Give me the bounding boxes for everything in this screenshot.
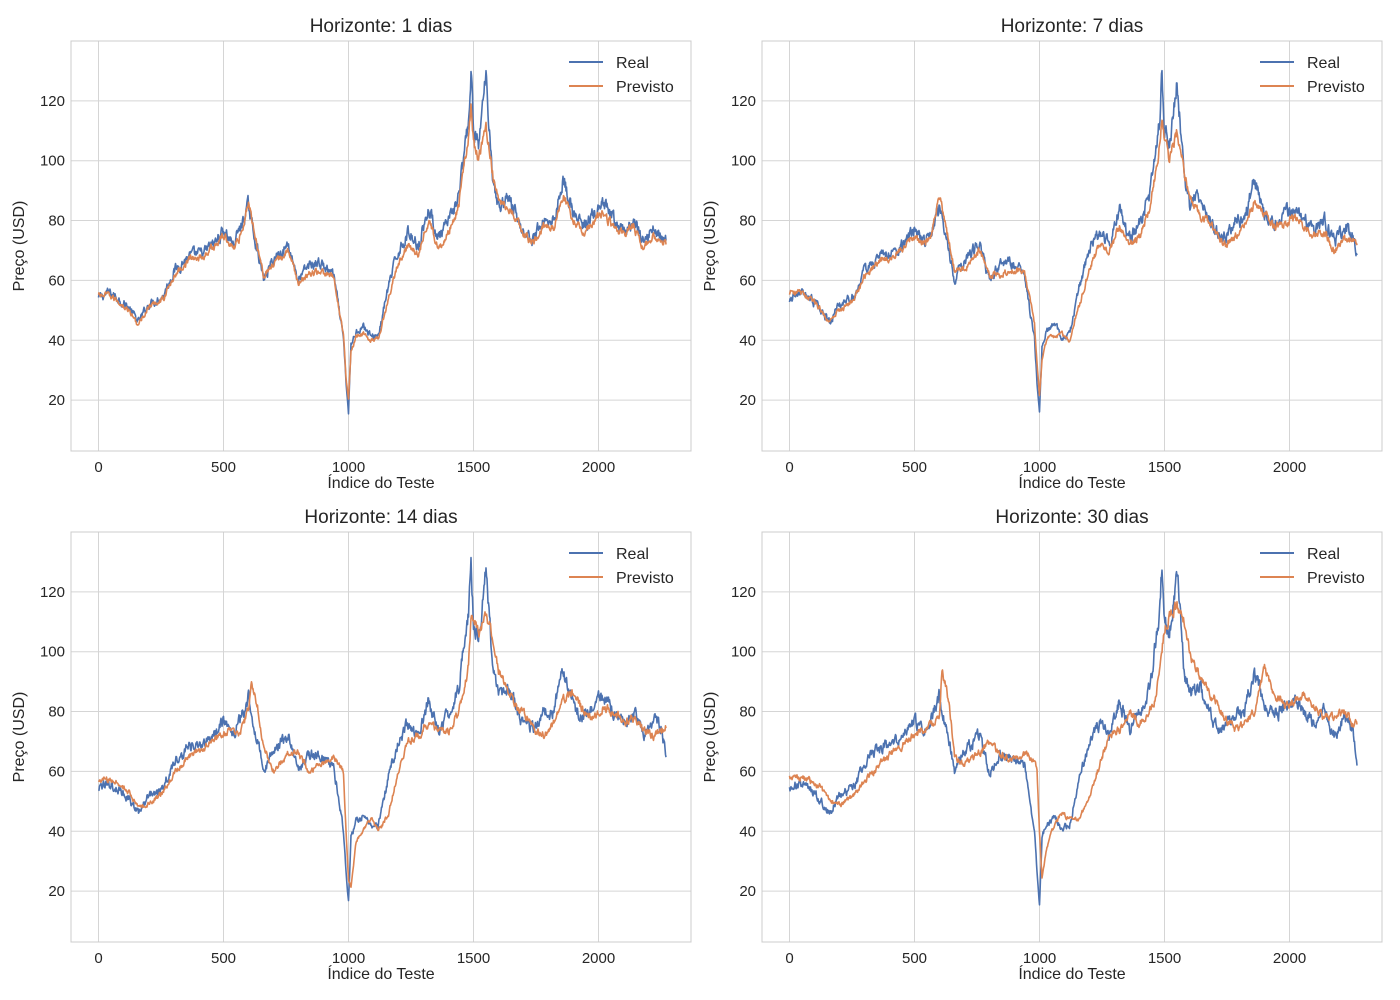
plot-frame	[761, 40, 1383, 452]
y-tick-label: 20	[48, 883, 65, 900]
chart-title: Horizonte: 30 dias	[995, 507, 1148, 528]
x-tick-label: 500	[902, 459, 927, 476]
plot-frame	[761, 531, 1383, 943]
y-tick-label: 40	[739, 823, 756, 840]
x-tick-label: 2000	[1273, 950, 1306, 967]
y-tick-label: 60	[48, 763, 65, 780]
x-tick-label: 1000	[332, 950, 365, 967]
series-line-previsto	[788, 119, 1358, 397]
series-line-real	[97, 69, 667, 415]
y-tick-label: 40	[48, 332, 65, 349]
x-axis-label: Índice do Teste	[327, 473, 434, 492]
x-tick-label: 500	[211, 459, 236, 476]
legend-label: Real	[616, 546, 649, 563]
y-tick-label: 40	[48, 823, 65, 840]
legend-label: Previsto	[1307, 570, 1365, 587]
legend-label: Real	[1307, 55, 1340, 72]
y-axis-label: Preço (USD)	[702, 201, 719, 292]
y-tick-label: 100	[731, 644, 756, 661]
y-tick-label: 100	[40, 644, 65, 661]
x-tick-label: 2000	[1273, 459, 1306, 476]
series-line-previsto	[97, 103, 667, 400]
x-tick-label: 1500	[1148, 950, 1181, 967]
y-tick-label: 60	[48, 272, 65, 289]
x-tick-label: 0	[785, 459, 793, 476]
x-tick-label: 1500	[1148, 459, 1181, 476]
y-tick-label: 120	[731, 584, 756, 601]
chart-title: Horizonte: 14 dias	[304, 507, 457, 528]
series-line-previsto	[788, 600, 1358, 879]
x-tick-label: 0	[785, 950, 793, 967]
x-tick-label: 1000	[1023, 459, 1056, 476]
y-tick-label: 100	[731, 153, 756, 170]
chart-title: Horizonte: 7 dias	[1001, 16, 1144, 37]
y-tick-label: 100	[40, 153, 65, 170]
series-line-previsto	[97, 611, 667, 889]
legend-label: Real	[616, 55, 649, 72]
legend: Real Previsto	[569, 546, 674, 587]
x-tick-label: 1000	[332, 459, 365, 476]
y-tick-label: 60	[739, 763, 756, 780]
x-tick-label: 1500	[457, 950, 490, 967]
x-axis-label: Índice do Teste	[1018, 964, 1125, 983]
x-tick-label: 0	[94, 950, 102, 967]
chart-title: Horizonte: 1 dias	[310, 16, 453, 37]
y-axis-label: Preço (USD)	[702, 692, 719, 783]
y-tick-label: 80	[739, 213, 756, 230]
subplot-1: 0 500 1000 1500 2000 20 40 60 80 100 120 Horizonte:…	[11, 16, 692, 492]
y-tick-label: 120	[731, 93, 756, 110]
y-tick-label: 60	[739, 272, 756, 289]
series-line-real	[788, 69, 1358, 413]
legend-label: Previsto	[1307, 79, 1365, 96]
x-axis-label: Índice do Teste	[327, 964, 434, 983]
x-tick-label: 2000	[582, 950, 615, 967]
y-tick-label: 20	[739, 883, 756, 900]
y-axis-label: Preço (USD)	[11, 201, 28, 292]
y-tick-label: 120	[40, 93, 65, 110]
legend: Real Previsto	[1260, 546, 1365, 587]
x-axis-label: Índice do Teste	[1018, 473, 1125, 492]
x-tick-label: 1500	[457, 459, 490, 476]
legend-label: Previsto	[616, 79, 674, 96]
y-tick-label: 80	[739, 704, 756, 721]
series-line-real	[788, 569, 1358, 906]
x-tick-label: 500	[211, 950, 236, 967]
subplot-2: 0 500 1000 1500 2000 20 40 60 80 100 120 Horizonte:…	[702, 16, 1383, 492]
y-tick-label: 20	[739, 392, 756, 409]
y-tick-label: 80	[48, 704, 65, 721]
y-tick-label: 120	[40, 584, 65, 601]
x-tick-label: 500	[902, 950, 927, 967]
subplot-4: 0 500 1000 1500 2000 20 40 60 80 100 120 Horizonte:…	[702, 507, 1383, 983]
x-tick-label: 0	[94, 459, 102, 476]
y-tick-label: 80	[48, 213, 65, 230]
subplot-3: 0 500 1000 1500 2000 20 40 60 80 100 120 Horizonte:…	[11, 507, 692, 983]
legend: Real Previsto	[1260, 55, 1365, 96]
y-axis-label: Preço (USD)	[11, 692, 28, 783]
y-tick-label: 40	[739, 332, 756, 349]
series-line-real	[98, 556, 667, 902]
legend-label: Previsto	[616, 570, 674, 587]
plot-frame	[70, 40, 692, 452]
y-tick-label: 20	[48, 392, 65, 409]
legend-label: Real	[1307, 546, 1340, 563]
x-tick-label: 1000	[1023, 950, 1056, 967]
legend: Real Previsto	[569, 55, 674, 96]
x-tick-label: 2000	[582, 459, 615, 476]
plot-frame	[70, 531, 692, 943]
